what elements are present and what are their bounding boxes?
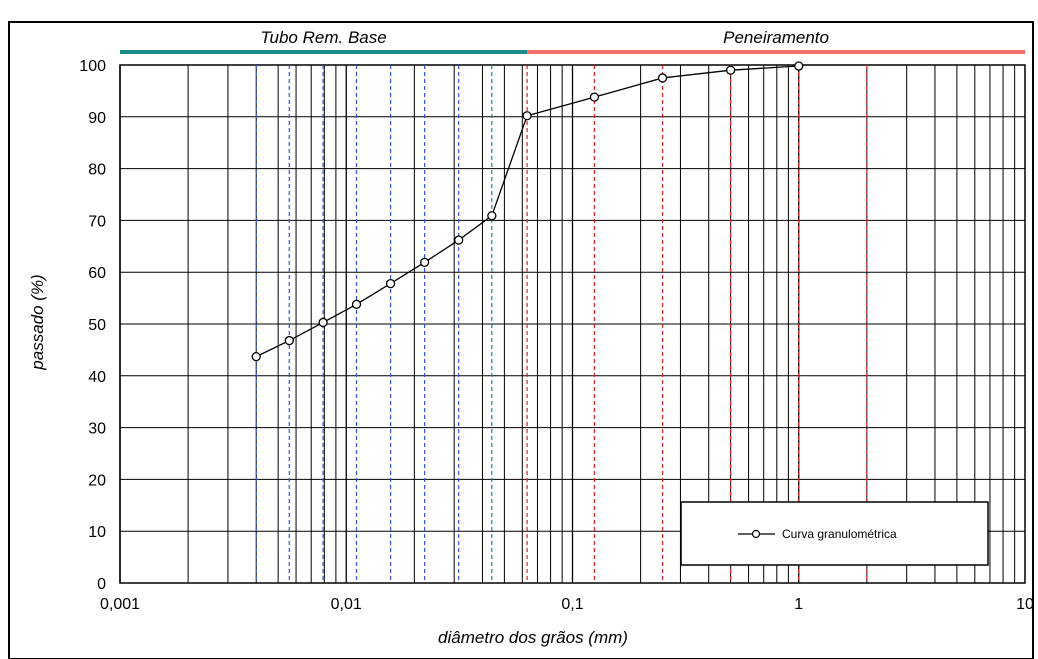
x-tick-label: 0,01 [331, 596, 362, 613]
legend-marker [751, 529, 761, 539]
y-tick-label: 70 [88, 213, 106, 230]
method-bands: Tubo Rem. Base Peneiramento [120, 28, 1025, 54]
y-tick-label: 90 [88, 110, 106, 127]
data-point [522, 111, 532, 121]
y-tick-label: 10 [88, 524, 106, 541]
x-tick-label: 1 [794, 596, 803, 613]
band-label: Tubo Rem. Base [260, 28, 386, 47]
y-tick-label: 50 [88, 317, 106, 334]
data-point [657, 73, 668, 83]
y-tick-label: 0 [97, 576, 106, 593]
y-tick-label: 40 [88, 369, 106, 386]
chart-area-border [8, 21, 1034, 659]
data-point [454, 235, 464, 245]
x-tick-label: 0,1 [561, 596, 583, 613]
data-point [318, 317, 328, 328]
x-axis-title: diâmetro dos grãos (mm) [438, 628, 628, 647]
data-point [589, 92, 600, 102]
reference-lines [255, 65, 868, 583]
x-tick-label: 0,001 [100, 596, 140, 613]
y-tick-label: 30 [88, 421, 106, 438]
x-tick-label: 10 [1016, 596, 1034, 613]
data-point [251, 351, 261, 362]
legend-label: Curva granulométrica [782, 527, 897, 541]
data-point [351, 299, 362, 309]
data-point [385, 278, 396, 289]
series-layer [251, 61, 804, 362]
legend: Curva granulométrica [680, 501, 989, 566]
y-tick-label: 20 [88, 472, 106, 489]
y-tick-label: 60 [88, 265, 106, 282]
data-point [419, 257, 430, 268]
data-point [794, 61, 804, 71]
data-point [725, 65, 736, 75]
axis-ticks: 0 10 20 30 40 50 60 70 80 90 100 0,001 0,01 0,1 1 10 [79, 58, 1034, 613]
y-tick-label: 100 [79, 58, 106, 75]
data-point [284, 335, 294, 346]
data-point [487, 211, 497, 221]
y-axis-title: passado (%) [28, 274, 47, 370]
band-label: Peneiramento [723, 28, 829, 47]
legend-box [680, 501, 989, 566]
y-tick-label: 80 [88, 162, 106, 179]
